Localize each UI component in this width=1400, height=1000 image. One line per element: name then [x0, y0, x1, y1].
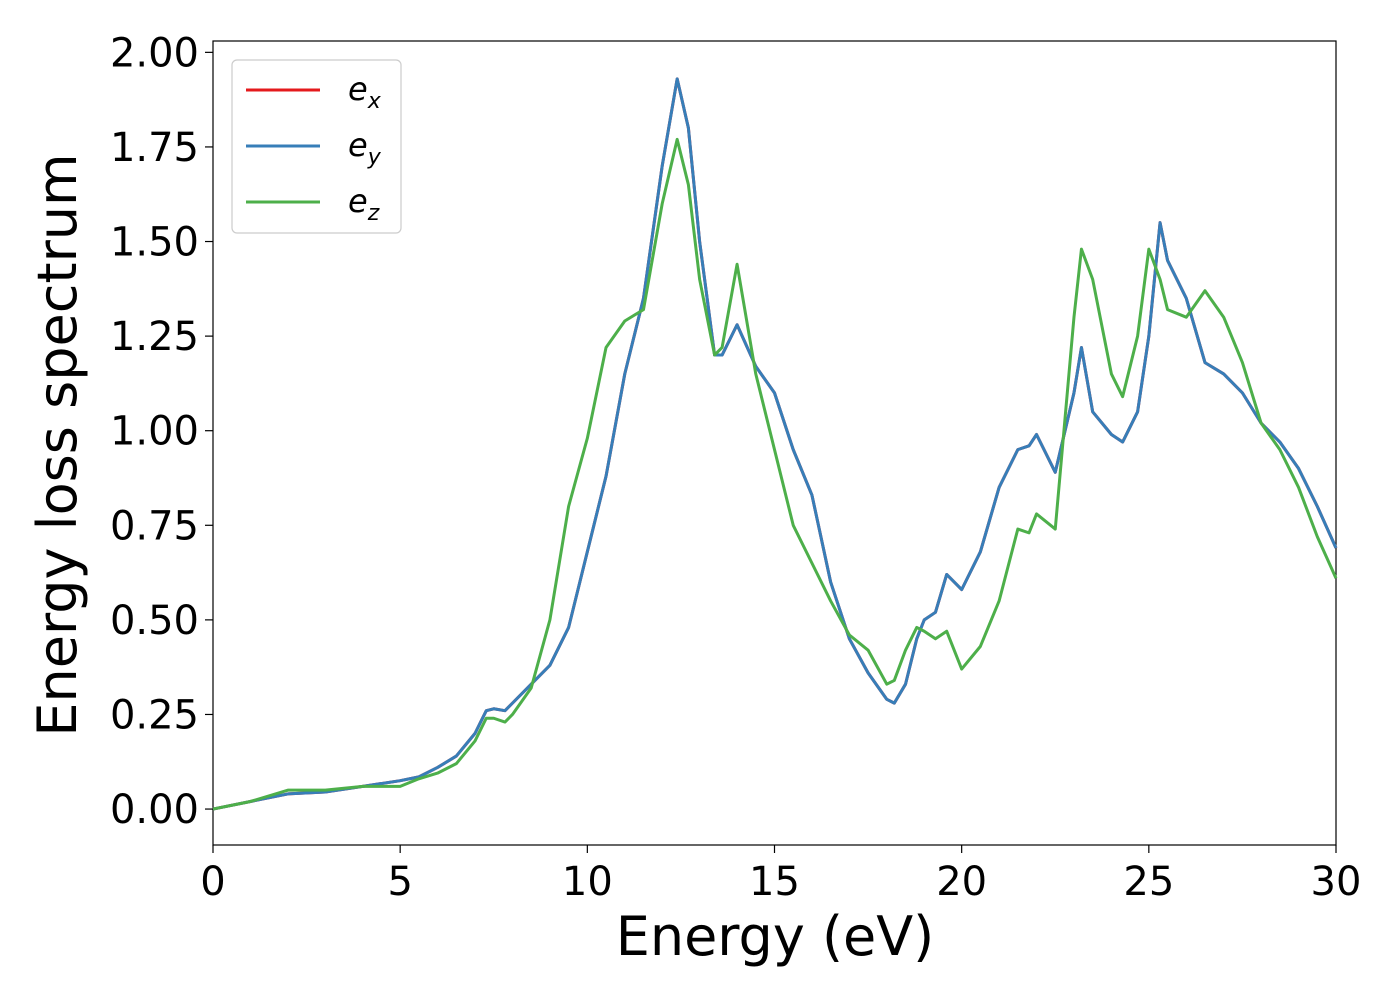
x-tick-label: 5 — [387, 859, 412, 905]
x-axis-label: Energy (eV) — [616, 905, 935, 968]
legend-label: ez — [348, 182, 380, 226]
x-tick-label: 15 — [749, 859, 800, 905]
y-tick-label: 1.00 — [110, 409, 199, 455]
y-tick-label: 1.25 — [110, 314, 199, 360]
y-tick-label: 1.75 — [110, 125, 199, 171]
x-tick-label: 20 — [936, 859, 987, 905]
y-tick-label: 0.50 — [110, 598, 199, 644]
y-tick-label: 0.00 — [110, 787, 199, 833]
y-tick-label: 0.25 — [110, 692, 199, 738]
series-line — [212, 137, 1338, 811]
y-tick-label: 2.00 — [110, 30, 199, 76]
y-axis-label: Energy loss spectrum — [26, 153, 89, 736]
series-line — [212, 77, 1338, 811]
y-tick-label: 0.75 — [110, 503, 199, 549]
x-tick-label: 10 — [562, 859, 613, 905]
x-tick-label: 0 — [200, 859, 225, 905]
legend-label: ey — [348, 126, 382, 170]
legend-label: ex — [348, 70, 382, 114]
x-tick-label: 30 — [1311, 859, 1362, 905]
x-tick-label: 25 — [1123, 859, 1174, 905]
y-tick-label: 1.50 — [110, 220, 199, 266]
